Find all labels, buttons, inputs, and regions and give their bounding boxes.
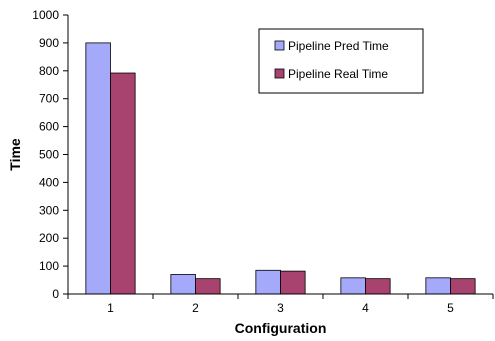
bar-real-2	[195, 278, 221, 295]
y-tick-label: 300	[39, 203, 59, 217]
y-tick-label: 400	[39, 175, 59, 189]
bar-pred-2	[170, 274, 196, 295]
y-tick-label: 0	[52, 287, 59, 301]
legend: Pipeline Pred Time Pipeline Real Time	[258, 28, 424, 94]
y-tick-label: 500	[39, 148, 59, 162]
bar-pred-3	[255, 269, 281, 295]
y-tick-label: 100	[39, 259, 59, 273]
legend-label: Pipeline Pred Time	[288, 39, 389, 53]
bar-pred-4	[340, 277, 366, 295]
y-tick-label: 900	[39, 36, 59, 50]
legend-label: Pipeline Real Time	[288, 67, 388, 81]
legend-swatch	[274, 40, 285, 51]
x-tick-label: 5	[447, 301, 454, 315]
legend-swatch	[274, 68, 285, 79]
bar-pred-1	[85, 42, 111, 295]
y-tick-label: 600	[39, 120, 59, 134]
bar-real-1	[110, 72, 136, 295]
y-axis-title: Time	[7, 138, 23, 171]
y-axis-ticks: 0 100 200 300 400 500 600 700 800 900 1000	[32, 8, 68, 301]
x-tick-label: 2	[192, 301, 199, 315]
bar-pred-5	[425, 277, 451, 295]
bar-real-5	[450, 278, 476, 295]
y-tick-label: 700	[39, 92, 59, 106]
legend-box	[258, 28, 424, 94]
x-axis-ticks: 1 2 3 4 5	[67, 294, 494, 315]
bar-real-3	[280, 270, 306, 295]
y-tick-label: 800	[39, 64, 59, 78]
bar-series	[85, 42, 476, 295]
y-tick-label: 200	[39, 231, 59, 245]
x-tick-label: 3	[277, 301, 284, 315]
x-tick-label: 1	[107, 301, 114, 315]
y-tick-label: 1000	[32, 8, 59, 22]
x-tick-label: 4	[362, 301, 369, 315]
x-axis-title: Configuration	[235, 320, 327, 336]
bar-real-4	[365, 278, 391, 295]
